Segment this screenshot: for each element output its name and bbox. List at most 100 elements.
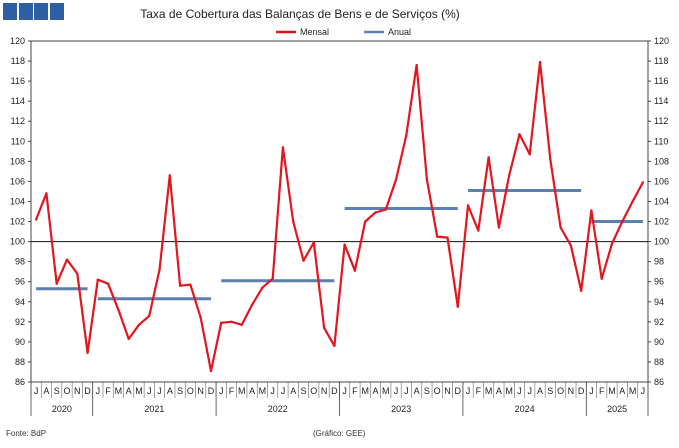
monthly-point xyxy=(497,226,501,229)
y-tick-label-left: 102 xyxy=(10,217,25,227)
month-label: M xyxy=(361,386,369,396)
monthly-point xyxy=(343,243,346,246)
y-tick-label-right: 92 xyxy=(654,317,664,327)
legend-label-mensal: Mensal xyxy=(300,27,329,37)
month-label: M xyxy=(238,386,246,396)
month-label: J xyxy=(404,386,409,396)
monthly-point xyxy=(477,229,480,232)
monthly-point xyxy=(45,192,48,195)
month-label: N xyxy=(74,386,81,396)
month-label: J xyxy=(466,386,471,396)
monthly-point xyxy=(415,63,418,67)
y-tick-label-left: 92 xyxy=(15,317,25,327)
month-label: D xyxy=(578,386,585,396)
year-label: 2024 xyxy=(515,404,535,414)
month-label: N xyxy=(321,386,328,396)
month-label: J xyxy=(517,386,522,396)
monthly-point xyxy=(394,178,398,181)
y-tick-label-right: 86 xyxy=(654,377,664,387)
monthly-point xyxy=(528,153,531,156)
month-label: A xyxy=(414,386,420,396)
y-tick-label-left: 106 xyxy=(10,176,25,186)
monthly-point xyxy=(600,277,603,280)
monthly-point xyxy=(148,314,151,318)
month-label: N xyxy=(197,386,204,396)
month-label: J xyxy=(34,386,39,396)
y-tick-label-left: 88 xyxy=(15,357,25,367)
y-tick-label-right: 116 xyxy=(654,76,668,86)
y-tick-label-left: 100 xyxy=(10,237,25,247)
year-label: 2021 xyxy=(144,404,164,414)
month-label: A xyxy=(496,386,502,396)
y-tick-label-left: 86 xyxy=(15,377,25,387)
logo-block xyxy=(34,3,48,20)
logo-block xyxy=(18,3,33,20)
monthly-point xyxy=(425,178,429,181)
monthly-point xyxy=(281,146,285,149)
month-label: J xyxy=(394,386,399,396)
month-label: J xyxy=(147,386,152,396)
monthly-point xyxy=(610,242,614,245)
month-label: M xyxy=(629,386,637,396)
month-label: J xyxy=(342,386,347,396)
plot-frame xyxy=(30,40,649,383)
y-tick-label-right: 120 xyxy=(654,36,669,46)
y-tick-label-right: 90 xyxy=(654,337,664,347)
month-label: F xyxy=(599,386,605,396)
monthly-point xyxy=(405,134,408,137)
y-tick-label-right: 118 xyxy=(654,56,668,66)
monthly-point xyxy=(271,277,274,280)
monthly-point xyxy=(250,303,254,306)
monthly-point xyxy=(158,268,161,271)
month-label: J xyxy=(527,386,532,396)
monthly-series-line xyxy=(35,60,644,373)
y-tick-label-right: 114 xyxy=(654,96,668,106)
month-label: M xyxy=(505,386,513,396)
monthly-point xyxy=(168,174,172,177)
monthly-point xyxy=(559,226,562,229)
monthly-point xyxy=(86,351,89,355)
monthly-point xyxy=(456,305,459,308)
month-label: M xyxy=(608,386,616,396)
month-label: O xyxy=(310,386,317,396)
monthly-point xyxy=(446,236,449,239)
month-label: N xyxy=(568,386,575,396)
monthly-point xyxy=(518,133,521,136)
y-tick-label-right: 104 xyxy=(654,196,669,206)
y-tick-label-left: 108 xyxy=(10,156,25,166)
monthly-point xyxy=(466,204,470,207)
y-tick-label-right: 94 xyxy=(654,297,664,307)
monthly-point xyxy=(435,235,439,238)
y-tick-label-left: 114 xyxy=(11,96,25,106)
y-tick-label-right: 110 xyxy=(654,136,668,146)
monthly-point xyxy=(333,344,336,348)
monthly-point xyxy=(549,158,552,161)
monthly-point xyxy=(631,200,634,203)
monthly-point xyxy=(353,269,357,272)
year-label: 2023 xyxy=(391,404,411,414)
monthly-point xyxy=(240,323,244,327)
legend-label-anual: Anual xyxy=(388,27,411,37)
month-label: F xyxy=(476,386,482,396)
month-label: F xyxy=(352,386,358,396)
month-label: M xyxy=(259,386,267,396)
monthly-point xyxy=(261,286,264,289)
monthly-point xyxy=(230,320,233,324)
monthly-point xyxy=(641,181,645,184)
monthly-point xyxy=(569,244,573,247)
month-label: J xyxy=(589,386,594,396)
y-tick-label-right: 96 xyxy=(654,277,664,287)
month-label: A xyxy=(372,386,378,396)
y-tick-label-left: 98 xyxy=(15,257,25,267)
month-label: F xyxy=(105,386,111,396)
y-tick-label-right: 108 xyxy=(654,156,669,166)
month-label: S xyxy=(177,386,183,396)
month-label: J xyxy=(157,386,162,396)
monthly-point xyxy=(209,369,213,373)
month-label: D xyxy=(84,386,91,396)
plot-area: 86 86 88 88 90 90 92 92 94 94 96 96 98 98 100 100 102 102… xyxy=(10,36,669,416)
y-tick-label-left: 96 xyxy=(15,277,25,287)
month-label: A xyxy=(126,386,132,396)
monthly-point xyxy=(487,156,490,159)
